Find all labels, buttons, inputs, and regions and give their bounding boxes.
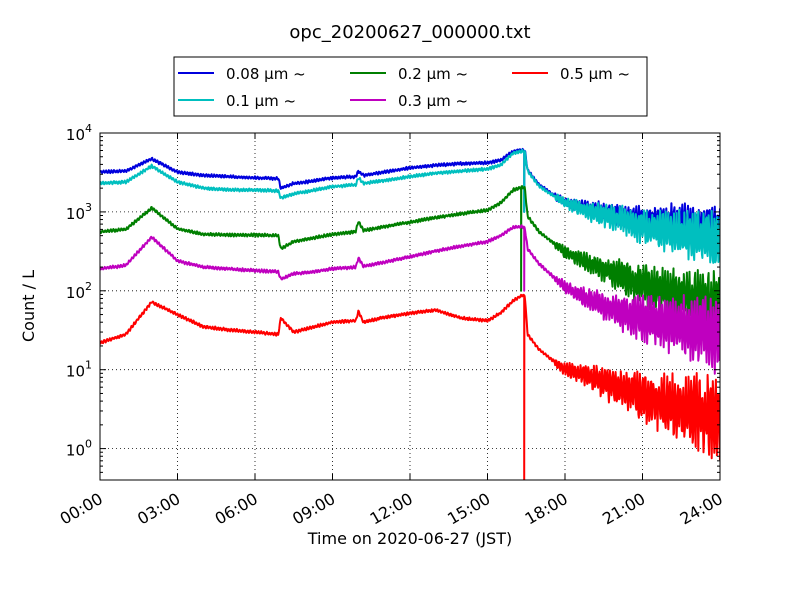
- y-axis-ticks: 100 101 102 103 104: [66, 122, 720, 481]
- legend-label: 0.08 μm ~: [226, 65, 306, 83]
- series-line: [100, 224, 720, 375]
- y-tick-label: 102: [66, 280, 92, 302]
- x-axis-label: Time on 2020-06-27 (JST): [307, 529, 512, 548]
- legend-label: 0.1 μm ~: [226, 92, 296, 110]
- chart-title: opc_20200627_000000.txt: [289, 22, 530, 43]
- series-line: [100, 293, 720, 480]
- legend: 0.08 μm ~ 0.1 μm ~ 0.2 μm ~ 0.3 μm ~ 0.5 μm …: [173, 56, 648, 117]
- legend-label: 0.5 μm ~: [560, 65, 630, 83]
- series-line: [100, 185, 720, 336]
- y-tick-label: 103: [66, 201, 92, 223]
- series-line: [100, 148, 720, 264]
- y-axis-label: Count / L: [19, 270, 38, 342]
- y-tick-label: 101: [66, 359, 92, 381]
- series-layer: [100, 147, 720, 480]
- y-tick-label: 100: [66, 438, 92, 460]
- legend-box: [173, 56, 648, 117]
- legend-label: 0.3 μm ~: [398, 92, 468, 110]
- legend-label: 0.2 μm ~: [398, 65, 468, 83]
- y-tick-label: 104: [66, 122, 92, 144]
